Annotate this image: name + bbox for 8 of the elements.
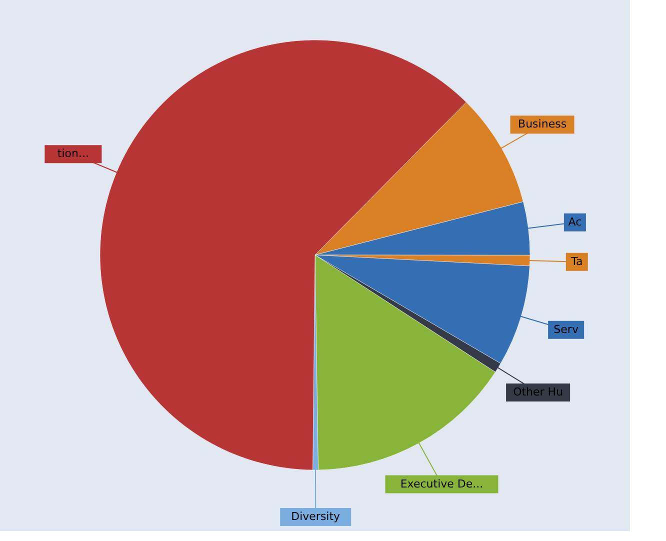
slice-label: Serv <box>554 322 579 336</box>
slice-label: tion... <box>57 147 89 160</box>
slice-label: Other Hu <box>513 385 564 398</box>
slice-label: Ta <box>570 254 583 268</box>
slice-label: Business <box>518 118 567 131</box>
slice-label: Ac <box>568 215 582 228</box>
slice-label: Executive De... <box>400 477 484 490</box>
slice-label: Diversity <box>291 510 341 523</box>
